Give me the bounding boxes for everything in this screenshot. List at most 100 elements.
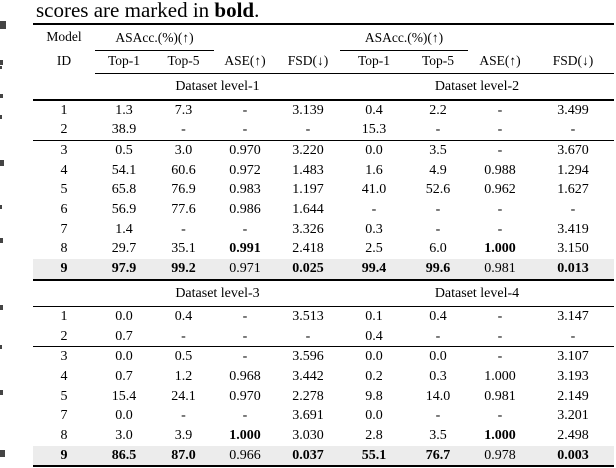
cell-ase-left: 0.972 [229, 162, 261, 178]
cell-fsd-right: - [570, 202, 576, 218]
cell-top1-left: 0.0 [115, 408, 133, 424]
cell-ase-right: 1.000 [484, 428, 516, 444]
model-id-cell: 7 [60, 408, 68, 424]
cell-ase-left: 0.966 [214, 445, 276, 468]
cell-fsd-left: 2.418 [292, 241, 324, 257]
cell-top5-right: 0.3 [429, 368, 447, 384]
cell-top1-left: 1.3 [115, 102, 133, 118]
dataset-section-row: Dataset level-1 Dataset level-2 [33, 73, 614, 101]
cell-top1-left: 86.5 [95, 445, 153, 468]
cell-fsd-right: 3.193 [557, 368, 589, 384]
cell-fsd-right: 3.419 [557, 221, 589, 237]
cell-top1-right: 0.4 [340, 326, 408, 348]
cell-top5-left: 99.2 [153, 259, 214, 281]
cell-top1-left: 38.9 [95, 120, 153, 141]
margin-text-fragment [0, 205, 2, 209]
table-row: 9 97.9 99.2 0.971 0.025 99.4 99.6 0.981 0.013 [33, 259, 614, 281]
cell-top5-left: - [181, 408, 186, 424]
cell-top1-left: 65.8 [111, 182, 137, 198]
dataset-level-label-right: Dataset level-2 [340, 73, 614, 101]
cell-top5-left: 76.9 [171, 182, 196, 198]
margin-text-fragment [0, 238, 3, 243]
model-id-cell: 4 [60, 368, 68, 384]
margin-text-fragment [0, 390, 3, 395]
cell-ase-left: - [242, 102, 248, 118]
cell-top5-right: - [408, 326, 468, 348]
cell-ase-right: 1.000 [484, 368, 516, 384]
cell-ase-left: - [214, 120, 276, 141]
cell-fsd-right: 3.201 [557, 408, 589, 424]
cell-fsd-left: 3.030 [292, 428, 324, 444]
cell-fsd-right: 0.003 [532, 445, 614, 468]
cell-top5-right: 99.6 [408, 259, 468, 281]
ase-header-left: ASE(↑) [214, 24, 276, 74]
cell-top5-right: - [435, 202, 441, 218]
cell-fsd-left: 3.691 [292, 408, 324, 424]
table-row: 8 29.7 35.1 0.991 2.418 2.5 6.0 1.000 3.150 [33, 239, 614, 259]
caption-prefix: scores are marked in [36, 0, 215, 22]
cell-ase-left: 1.000 [229, 428, 261, 444]
cell-top5-right: 0.4 [429, 308, 447, 324]
cell-fsd-left: 0.037 [276, 445, 340, 468]
margin-text-fragment [0, 305, 3, 310]
section-row-spacer [33, 73, 95, 101]
results-tbody: Dataset level-1 Dataset level-2 1 1.3 7.3-3.… [33, 73, 614, 468]
cell-top1-right: 0.0 [365, 408, 383, 424]
cell-fsd-left: - [276, 120, 340, 141]
cell-top5-right: 2.2 [429, 102, 447, 118]
table-row: 4 54.1 60.6 0.972 1.483 1.6 4.9 0.988 1.294 [33, 161, 614, 181]
cell-fsd-right: 3.670 [557, 142, 589, 158]
cell-ase-left: 0.968 [229, 368, 261, 384]
cell-fsd-right: 3.150 [557, 241, 589, 257]
cell-top5-right: 3.5 [429, 428, 447, 444]
cell-fsd-left: 3.442 [292, 368, 324, 384]
model-id-cell: 6 [60, 202, 68, 218]
model-id-cell: 3 [60, 349, 68, 365]
fsd-header-right: FSD(↓) [532, 24, 614, 74]
cell-top1-left: 0.7 [115, 368, 133, 384]
cell-top1-right: 2.5 [365, 241, 383, 257]
cell-top5-left: - [153, 120, 214, 141]
cell-top5-left: 3.9 [174, 428, 193, 444]
results-table: Model ID ASAcc.(%)(↑) ASE(↑) FSD(↓) ASAcc… [33, 23, 614, 468]
cell-top1-left: 15.4 [111, 388, 137, 404]
cell-ase-right: - [497, 142, 503, 158]
cell-ase-left: 0.970 [229, 142, 261, 158]
cell-top5-left: 24.1 [171, 388, 196, 404]
cell-fsd-right: 1.294 [557, 162, 589, 178]
cell-top5-left: 35.1 [171, 241, 196, 257]
table-row: 7 1.4 - - 3.326 0.3 - - 3.419 [33, 220, 614, 240]
cell-top1-left: 56.9 [111, 202, 137, 218]
top1-header-left: Top-1 [95, 50, 153, 74]
cell-top1-right: - [371, 202, 377, 218]
cell-top1-right: 0.3 [365, 221, 383, 237]
cell-ase-left: 0.991 [229, 241, 261, 257]
cell-fsd-right: 3.147 [557, 308, 589, 324]
cell-fsd-left: 1.197 [292, 182, 324, 198]
cell-top5-right: 4.9 [429, 162, 447, 178]
cell-top5-left: 1.2 [174, 368, 193, 384]
cell-ase-right: - [468, 326, 532, 348]
cell-top5-left: 3.0 [174, 142, 193, 158]
cell-top5-left: 7.3 [174, 102, 193, 118]
table-caption: scores are marked in bold. [36, 0, 259, 22]
cell-fsd-left: 3.220 [292, 142, 324, 158]
cell-top1-right: 41.0 [361, 182, 387, 198]
margin-text-fragment [0, 345, 2, 349]
cell-fsd-right: 3.107 [557, 349, 589, 365]
cell-top5-right: 52.6 [425, 182, 451, 198]
cell-ase-left: - [242, 221, 248, 237]
cell-top1-right: 1.6 [365, 162, 383, 178]
fsd-header-left: FSD(↓) [276, 24, 340, 74]
cell-top5-left: 87.0 [153, 445, 214, 468]
cell-top1-left: 0.0 [115, 308, 133, 324]
cell-ase-right: 0.981 [468, 259, 532, 281]
cell-top5-left: - [181, 221, 186, 237]
cell-top5-right: 6.0 [429, 241, 447, 257]
table-row: 2 38.9- - -15.3- - - [33, 120, 614, 141]
cell-top1-right: 0.0 [365, 349, 383, 365]
margin-text-fragment [0, 66, 2, 69]
cell-fsd-left: 3.596 [292, 349, 324, 365]
cell-top5-right: 0.0 [429, 349, 447, 365]
cell-ase-left: 0.983 [229, 182, 261, 198]
